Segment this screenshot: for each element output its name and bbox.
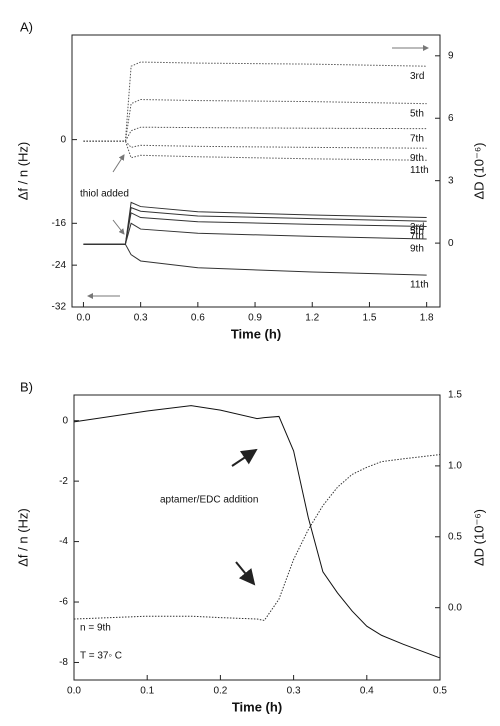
annotation: n = 9th [80,623,111,634]
series-line [83,222,427,245]
series-label: 3rd [410,222,424,233]
x-tick-label: 1.8 [420,313,434,324]
arrow [112,154,125,173]
y-tick-label: -16 [52,218,67,229]
series-label: 7th [410,133,424,144]
x-tick-label: 0.6 [191,313,205,324]
y2-tick-label: 9 [448,50,454,61]
y-tick-label: 0 [62,415,68,426]
series-line [83,140,427,161]
panel-label: B) [20,379,33,394]
panel-label: A) [20,19,33,34]
series-label: 5th [410,108,424,119]
y-tick-label: -32 [52,302,67,313]
y-tick-label: -6 [59,597,68,608]
series-label: 11th [410,165,429,176]
y-tick-label: -2 [59,476,68,487]
y2-tick-label: 1.5 [448,390,462,401]
y-axis-label: Δf / n (Hz) [15,142,30,201]
x-tick-label: 0.5 [433,686,447,697]
y-tick-label: -24 [52,260,67,271]
series-label: 9th [410,244,424,255]
series-label: 11th [410,280,429,291]
annotation: thiol added [80,189,129,200]
x-tick-label: 0.9 [248,313,262,324]
y2-tick-label: 6 [448,113,454,124]
y-tick-label: 0 [60,134,66,145]
x-tick-label: 0.1 [140,686,154,697]
x-tick-label: 0.0 [76,313,90,324]
y-axis-label: Δf / n (Hz) [15,508,30,567]
x-tick-label: 1.5 [362,313,376,324]
arrow [112,219,125,235]
y2-tick-label: 3 [448,175,454,186]
series-line [73,405,441,659]
y2-tick-label: 0.0 [448,602,462,613]
plot-frame [71,34,441,308]
series-line [83,140,427,149]
series-line [83,243,427,276]
y-tick-label: -4 [59,536,68,547]
x-tick-label: 0.4 [360,686,374,697]
annotation: T = 37◦ C [80,651,122,662]
y2-axis-label: ΔD (10⁻⁶) [471,142,486,199]
y2-tick-label: 0.5 [448,531,462,542]
annotation: aptamer/EDC addition [160,495,258,506]
y2-axis-label: ΔD (10⁻⁶) [471,509,486,566]
x-axis-label: Time (h) [231,326,281,341]
series-label: 5th [410,226,424,237]
x-tick-label: 0.2 [213,686,227,697]
y2-tick-label: 0 [448,238,454,249]
x-axis-label: Time (h) [232,699,282,714]
x-tick-label: 0.0 [67,686,81,697]
series-line [83,99,427,142]
arrow [235,561,256,586]
series-line [73,454,441,622]
arrow [231,448,258,467]
x-tick-label: 0.3 [287,686,301,697]
y-tick-label: -8 [59,657,68,668]
series-label: 7th [410,231,424,242]
series-label: 9th [410,153,424,164]
plot-frame [73,394,441,681]
series-label: 3rd [410,71,424,82]
series-line [83,126,427,142]
x-tick-label: 0.3 [134,313,148,324]
series-line [83,61,427,142]
x-tick-label: 1.2 [305,313,319,324]
y2-tick-label: 1.0 [448,461,462,472]
